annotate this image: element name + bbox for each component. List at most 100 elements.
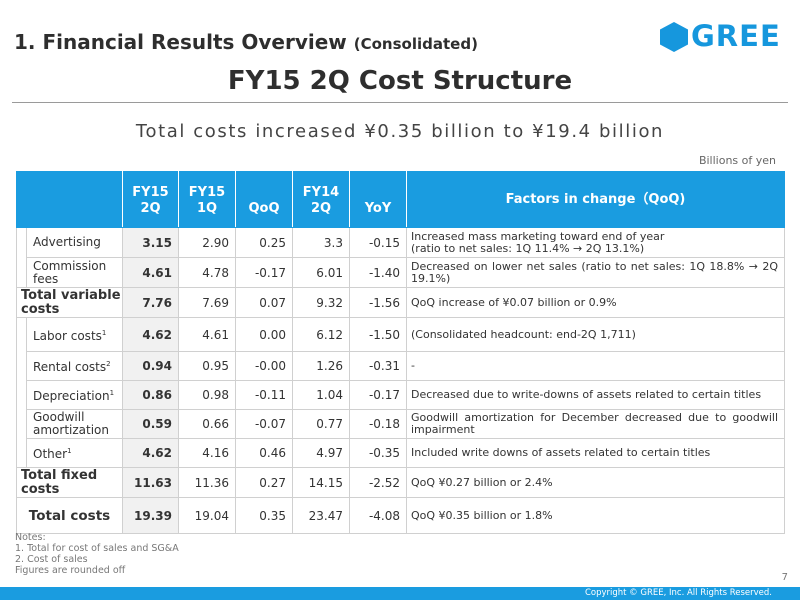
row-label-text: Other [33,447,68,461]
cell-fy15-2q: 4.62 [122,438,179,468]
cell-fy15-2q: 19.39 [122,497,179,534]
cell-yoy: -4.08 [349,497,407,534]
note-marker: 1 [67,447,72,455]
factor-text: Increased mass marketing toward end of y… [411,229,665,255]
cell-fy15-2q: 0.94 [122,351,179,381]
cell-factor: Decreased due to write-downs of assets r… [406,380,785,410]
table-row-depreciation: Depreciation1 0.86 0.98 -0.11 1.04 -0.17… [16,380,785,410]
cell-yoy: -2.52 [349,467,407,498]
table-row-rental: Rental costs2 0.94 0.95 -0.00 1.26 -0.31… [16,351,785,381]
cell-yoy: -0.17 [349,380,407,410]
cell-yoy: -1.40 [349,257,407,288]
cell-yoy: -0.35 [349,438,407,468]
cell-fy15-2q: 4.62 [122,317,179,352]
header-yoy: YoY [349,171,407,228]
indent-cell [16,317,27,352]
table-row-commission: Commission fees 4.61 4.78 -0.17 6.01 -1.… [16,257,785,288]
note-3: Figures are rounded off [15,565,126,576]
cell-fy14-2q: 6.12 [292,317,350,352]
table-header-row: FY15 2Q FY15 1Q QoQ FY14 2Q YoY Factors … [16,171,785,228]
note-marker: 1 [101,328,107,337]
cell-yoy: -0.31 [349,351,407,381]
indent-cell [16,409,27,439]
row-label: Total variable costs [16,287,123,318]
header-factors: Factors in change（QoQ) [406,171,785,228]
cell-qoq: 0.35 [235,497,293,534]
cell-fy14-2q: 0.77 [292,409,350,439]
cell-fy15-1q: 0.66 [178,409,236,439]
header-fy15-1q: FY15 1Q [178,171,236,228]
section-subtitle: (Consolidated) [353,35,478,53]
cell-fy15-1q: 0.98 [178,380,236,410]
page-subtitle: Total costs increased ¥0.35 billion to ¥… [135,121,665,142]
unit-label: Billions of yen [698,154,776,167]
cell-factor: Decreased on lower net sales (ratio to n… [406,257,785,288]
cell-fy14-2q: 6.01 [292,257,350,288]
row-label-text: Depreciation [33,389,110,403]
note-1: 1. Total for cost of sales and SG&A [15,543,179,554]
gree-logo: GREE [660,18,780,54]
cell-fy15-1q: 4.78 [178,257,236,288]
cell-factor: - [406,351,785,381]
cell-fy15-1q: 19.04 [178,497,236,534]
table-row-other: Other1 4.62 4.16 0.46 4.97 -0.35 Include… [16,438,785,468]
table-row-goodwill: Goodwill amortization 0.59 0.66 -0.07 0.… [16,409,785,439]
table-row-total-fixed: Total fixed costs 11.63 11.36 0.27 14.15… [16,467,785,498]
cell-factor: QoQ ¥0.27 billion or 2.4% [406,467,785,498]
row-label: Goodwill amortization [26,409,123,439]
cost-structure-table: FY15 2Q FY15 1Q QoQ FY14 2Q YoY Factors … [16,171,785,534]
cell-fy14-2q: 9.32 [292,287,350,318]
row-label: Other1 [26,438,123,468]
header-fy15-2q: FY15 2Q [122,171,179,228]
cell-qoq: -0.17 [235,257,293,288]
cell-yoy: -1.56 [349,287,407,318]
indent-cell [16,227,27,258]
cell-qoq: 0.00 [235,317,293,352]
cell-fy15-2q: 0.59 [122,409,179,439]
cell-fy15-1q: 0.95 [178,351,236,381]
cell-qoq: 0.27 [235,467,293,498]
notes: Notes: 1. Total for cost of sales and SG… [15,532,179,576]
cell-factor: Goodwill amortization for December decre… [406,409,785,439]
copyright: Copyright © GREE, Inc. All Rights Reserv… [584,588,772,598]
cell-fy15-2q: 4.61 [122,257,179,288]
cell-factor: Included write downs of assets related t… [406,438,785,468]
cell-yoy: -0.15 [349,227,407,258]
cell-qoq: -0.11 [235,380,293,410]
header-fy15-2q-text: FY15 2Q [132,185,169,216]
footer-bar: Copyright © GREE, Inc. All Rights Reserv… [0,587,800,600]
cell-yoy: -1.50 [349,317,407,352]
header-category [16,171,123,228]
cell-qoq: -0.00 [235,351,293,381]
page-title: FY15 2Q Cost Structure [227,66,573,96]
cell-fy15-1q: 11.36 [178,467,236,498]
indent-cell [16,380,27,410]
header-fy15-1q-text: FY15 1Q [188,185,226,216]
header-fy14-2q-text: FY14 2Q [302,185,340,216]
indent-cell [16,438,27,468]
cell-fy14-2q: 14.15 [292,467,350,498]
section-title: 1. Financial Results Overview (Consolida… [14,30,478,54]
row-label: Total fixed costs [16,467,123,498]
row-label-text: Rental costs [33,360,107,374]
table-row-advertising: Advertising 3.15 2.90 0.25 3.3 -0.15 Inc… [16,227,785,258]
table-row-total-variable: Total variable costs 7.76 7.69 0.07 9.32… [16,287,785,318]
cell-fy14-2q: 1.26 [292,351,350,381]
hexagon-icon [660,22,688,52]
header-qoq: QoQ [235,171,293,228]
cell-fy14-2q: 23.47 [292,497,350,534]
cell-fy15-1q: 4.16 [178,438,236,468]
cell-factor: (Consolidated headcount: end-2Q 1,711) [406,317,785,352]
header-fy14-2q: FY14 2Q [292,171,350,228]
cell-factor: QoQ increase of ¥0.07 billion or 0.9% [406,287,785,318]
cell-fy15-1q: 4.61 [178,317,236,352]
note-marker: 2 [106,360,111,368]
note-2: 2. Cost of sales [15,554,88,565]
cell-qoq: 0.07 [235,287,293,318]
cell-yoy: -0.18 [349,409,407,439]
cell-fy14-2q: 4.97 [292,438,350,468]
cell-fy15-2q: 3.15 [122,227,179,258]
row-label: Rental costs2 [26,351,123,381]
row-label-text: Labor costs [33,328,102,343]
note-marker: 1 [109,389,115,397]
